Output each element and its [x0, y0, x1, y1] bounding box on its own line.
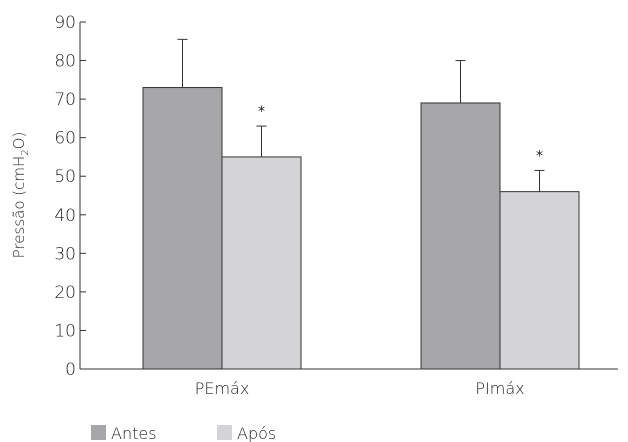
significance-markers: **: [258, 104, 543, 164]
significance-asterisk: *: [258, 104, 265, 120]
legend-swatch-após: [217, 425, 232, 440]
x-category-label: PImáx: [475, 379, 524, 398]
bars: [142, 87, 580, 370]
bar-antes: [142, 87, 223, 370]
y-tick-label: 40: [54, 206, 76, 226]
y-tick-label: 30: [54, 244, 76, 264]
legend: Antes Após: [91, 424, 276, 442]
y-tick-label: 90: [54, 13, 76, 33]
error-bars: [177, 38, 545, 192]
bar-após: [221, 156, 302, 370]
bar-antes: [420, 102, 501, 370]
y-tick-label: 50: [54, 167, 76, 187]
x-axis: PEmáx PImáx: [80, 368, 618, 398]
y-axis-title-end: O): [10, 132, 28, 150]
x-category-label: PEmáx: [195, 379, 250, 398]
legend-swatch-antes: [91, 425, 106, 440]
legend-label-antes: Antes: [111, 424, 157, 442]
y-tick-label: 80: [54, 52, 76, 72]
y-tick-label: 0: [65, 360, 76, 380]
y-axis-title-subscript: 2: [20, 149, 31, 155]
bar-após: [499, 191, 580, 370]
y-tick-label: 10: [54, 321, 76, 341]
y-tick-label: 60: [54, 129, 76, 149]
legend-label-após: Após: [237, 424, 276, 442]
y-axis: 0 10 20 30 40 50 60 70 80 90: [54, 13, 86, 380]
y-axis-title: Pressão (cmH2O): [10, 132, 31, 259]
significance-asterisk: *: [536, 148, 543, 164]
y-axis-title-main: Pressão (cmH: [10, 156, 28, 259]
y-tick-label: 70: [54, 90, 76, 110]
y-tick-label: 20: [54, 283, 76, 303]
